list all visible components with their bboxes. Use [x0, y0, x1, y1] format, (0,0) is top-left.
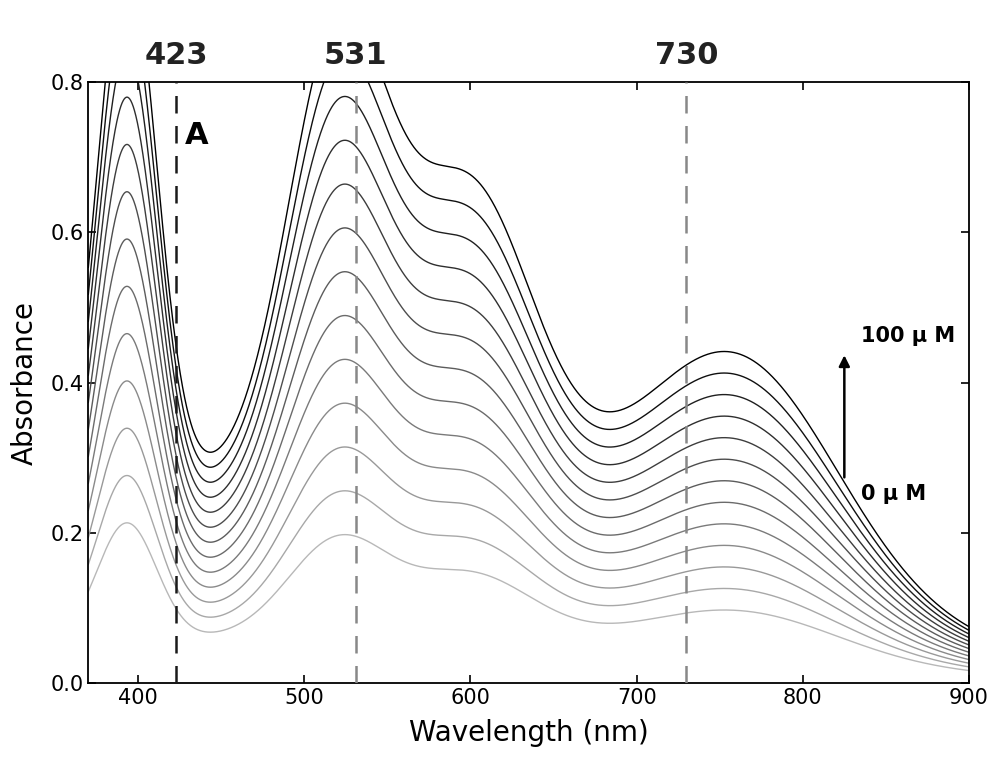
Text: 531: 531: [324, 41, 388, 70]
X-axis label: Wavelength (nm): Wavelength (nm): [409, 719, 649, 747]
Text: A: A: [185, 121, 209, 150]
Text: 100 μ M: 100 μ M: [861, 327, 955, 346]
Y-axis label: Absorbance: Absorbance: [11, 300, 39, 465]
Text: 423: 423: [145, 41, 208, 70]
Text: 0 μ M: 0 μ M: [861, 484, 926, 504]
Text: 730: 730: [655, 41, 718, 70]
